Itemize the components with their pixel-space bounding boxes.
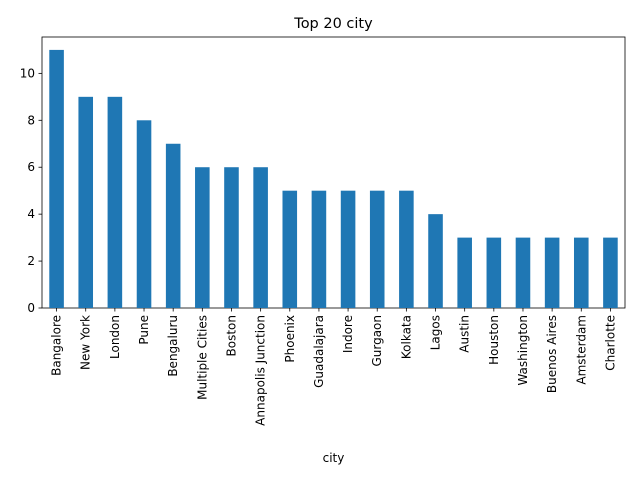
bar [282, 190, 298, 308]
bar [457, 237, 472, 308]
y-tick-label: 4 [27, 207, 35, 221]
bars [49, 49, 618, 309]
bar [399, 190, 414, 308]
x-tick-label: Gurgaon [370, 315, 384, 367]
y-tick-label: 10 [20, 66, 35, 80]
y-tick-label: 2 [27, 254, 35, 268]
x-tick-label: Amsterdam [574, 315, 588, 385]
bar [544, 237, 560, 308]
plot-frame [41, 36, 626, 309]
bar [195, 167, 210, 308]
x-tick-label: Bengaluru [166, 315, 180, 377]
bar [49, 49, 64, 309]
bar [573, 237, 589, 308]
x-tick-label: Phoenix [283, 315, 297, 363]
y-tick-label: 6 [27, 160, 35, 174]
x-tick-label: Washington [516, 315, 530, 386]
y-tick-label: 8 [27, 113, 35, 127]
y-axis: 0 2 4 6 8 10 [20, 66, 42, 315]
plot-area [41, 36, 626, 309]
x-tick-label: Indore [341, 315, 355, 353]
bar [165, 143, 181, 308]
bar [340, 190, 356, 308]
x-tick-label: Bangalore [50, 315, 64, 376]
x-tick-label: Pune [137, 315, 151, 345]
x-tick-label: Houston [487, 315, 501, 365]
chart-title: Top 20 city [293, 16, 373, 32]
x-tick-label: Buenos Aires [545, 315, 559, 393]
x-axis-label: city [323, 451, 345, 465]
bar [311, 190, 327, 308]
bar [486, 237, 502, 308]
bar [107, 96, 123, 308]
bar [224, 167, 239, 308]
x-tick-label: Charlotte [603, 315, 617, 371]
x-tick-label: Boston [224, 315, 238, 356]
bar [78, 96, 94, 308]
bar [603, 237, 618, 308]
x-tick-label: Kolkata [399, 315, 413, 359]
bar [428, 214, 443, 308]
bar [515, 237, 531, 308]
x-tick-label: Guadalajara [312, 315, 326, 388]
bar [369, 190, 385, 308]
x-axis: Bangalore New York London Pune Bengaluru Mult… [50, 308, 617, 426]
x-tick-label: London [108, 315, 122, 359]
x-tick-label: Austin [458, 315, 472, 353]
bar [253, 167, 268, 308]
bar [136, 120, 152, 308]
x-tick-label: New York [79, 315, 93, 370]
x-tick-label: Lagos [429, 315, 443, 350]
x-tick-label: Annapolis Junction [254, 315, 268, 426]
x-tick-label: Multiple Cities [195, 315, 209, 400]
y-tick-label: 0 [27, 301, 35, 315]
